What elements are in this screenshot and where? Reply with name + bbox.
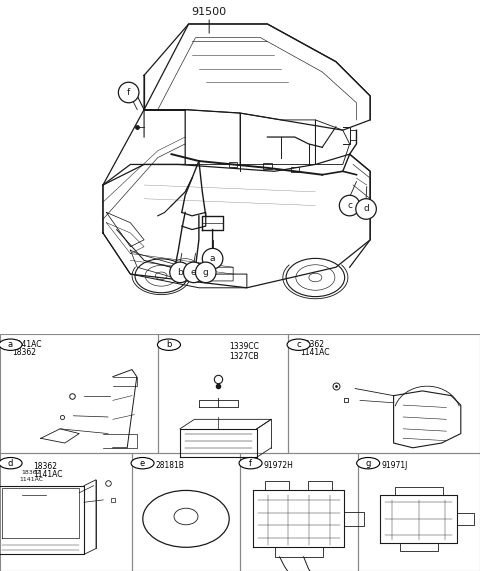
Text: 1141AC: 1141AC bbox=[34, 471, 63, 479]
Circle shape bbox=[239, 457, 262, 469]
Text: f: f bbox=[127, 88, 130, 97]
Circle shape bbox=[202, 248, 223, 269]
Text: 28181B: 28181B bbox=[156, 461, 185, 470]
Text: c: c bbox=[347, 201, 352, 210]
Bar bbox=[291, 167, 299, 172]
Circle shape bbox=[195, 262, 216, 283]
Circle shape bbox=[157, 339, 180, 351]
Circle shape bbox=[357, 457, 380, 469]
Bar bbox=[240, 452, 358, 571]
Bar bbox=[0, 452, 132, 571]
Circle shape bbox=[119, 82, 139, 103]
Bar bbox=[288, 334, 480, 452]
Text: 1141AC: 1141AC bbox=[12, 340, 41, 349]
Text: b: b bbox=[177, 268, 183, 277]
Circle shape bbox=[131, 457, 154, 469]
Circle shape bbox=[0, 457, 22, 469]
Bar bbox=[264, 163, 272, 169]
Bar bbox=[358, 452, 480, 571]
Text: 1327CB: 1327CB bbox=[229, 352, 259, 361]
Text: 18362: 18362 bbox=[300, 340, 324, 349]
Text: d: d bbox=[363, 204, 369, 214]
Text: b: b bbox=[166, 340, 172, 349]
Text: 91971J: 91971J bbox=[382, 461, 408, 470]
Text: g: g bbox=[365, 459, 371, 468]
Text: 1141AC: 1141AC bbox=[19, 477, 43, 482]
Text: 1339CC: 1339CC bbox=[229, 343, 260, 351]
Text: f: f bbox=[249, 459, 252, 468]
Bar bbox=[158, 334, 288, 452]
Text: 1141AC: 1141AC bbox=[300, 348, 329, 357]
Circle shape bbox=[0, 339, 22, 351]
Text: e: e bbox=[140, 459, 145, 468]
Text: g: g bbox=[203, 268, 209, 277]
Bar bbox=[0, 334, 158, 452]
Circle shape bbox=[356, 199, 376, 219]
Text: 18362: 18362 bbox=[12, 348, 36, 357]
Circle shape bbox=[287, 339, 310, 351]
Text: d: d bbox=[8, 459, 13, 468]
Text: c: c bbox=[296, 340, 301, 349]
Circle shape bbox=[170, 262, 191, 283]
Bar bbox=[132, 452, 240, 571]
Text: 18362: 18362 bbox=[34, 462, 58, 471]
Circle shape bbox=[183, 262, 204, 283]
Text: a: a bbox=[210, 254, 216, 263]
Text: a: a bbox=[8, 340, 13, 349]
Text: 18362: 18362 bbox=[22, 470, 41, 475]
Circle shape bbox=[339, 195, 360, 216]
Text: 91500: 91500 bbox=[192, 7, 227, 17]
Text: e: e bbox=[191, 268, 197, 277]
Text: 91972H: 91972H bbox=[264, 461, 294, 470]
Bar bbox=[229, 162, 237, 167]
